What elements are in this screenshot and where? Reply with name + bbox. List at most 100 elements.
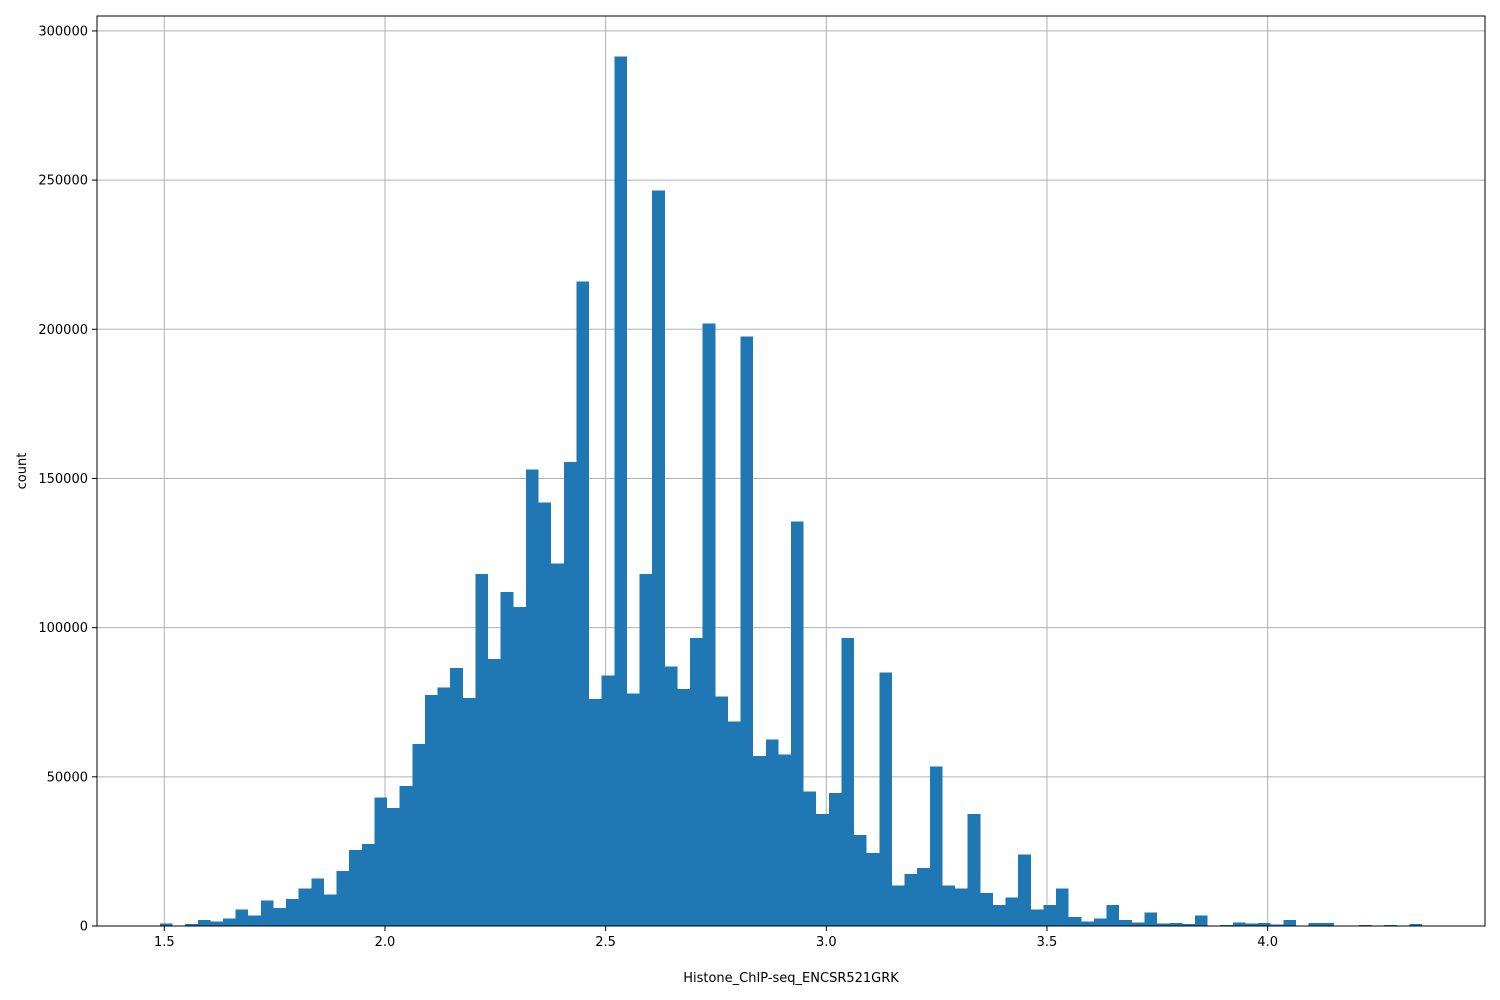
y-tick-label: 0 bbox=[80, 920, 88, 935]
y-tick-label: 150000 bbox=[38, 472, 88, 487]
x-tick-label: 2.5 bbox=[595, 935, 616, 950]
histogram-bar bbox=[286, 899, 299, 926]
histogram-bar bbox=[702, 323, 716, 926]
histogram-bar bbox=[500, 591, 514, 926]
histogram-bar bbox=[765, 739, 779, 926]
x-tick-label: 1.5 bbox=[154, 935, 175, 950]
histogram-bar bbox=[185, 924, 198, 926]
histogram-bar bbox=[538, 502, 552, 926]
y-tick-label: 50000 bbox=[47, 770, 88, 785]
histogram-bar bbox=[967, 814, 981, 926]
histogram-bar bbox=[311, 878, 324, 926]
histogram-bar bbox=[1106, 905, 1120, 926]
histogram-bar bbox=[361, 843, 375, 926]
histogram-bar bbox=[841, 638, 855, 926]
plot-frame bbox=[96, 15, 1486, 927]
histogram-bar bbox=[778, 754, 791, 926]
histogram-bar bbox=[273, 908, 287, 926]
histogram-bar bbox=[1321, 923, 1334, 926]
histogram-bar bbox=[866, 852, 880, 926]
grid-lines bbox=[97, 16, 1485, 927]
histogram-bar bbox=[1056, 888, 1069, 926]
histogram-bar bbox=[450, 667, 463, 926]
histogram-bar bbox=[992, 905, 1006, 926]
histogram-bar bbox=[1131, 922, 1145, 926]
histogram-bar bbox=[715, 696, 728, 926]
histogram-bar bbox=[475, 573, 489, 926]
histogram-bar bbox=[349, 849, 362, 926]
histogram-bar bbox=[298, 888, 312, 926]
histogram-bar bbox=[1245, 923, 1259, 926]
histogram-bar bbox=[1409, 924, 1423, 926]
histogram-bar bbox=[904, 873, 918, 926]
histogram-bar bbox=[891, 885, 905, 926]
histogram-bar bbox=[223, 918, 236, 926]
histogram-bar bbox=[235, 909, 249, 926]
histogram-bar bbox=[1308, 923, 1322, 926]
x-tick-label: 4.0 bbox=[1257, 935, 1278, 950]
x-axis-label: Histone_ChIP-seq_ENCSR521GRK bbox=[683, 971, 899, 986]
histogram-bar bbox=[462, 697, 476, 926]
histogram-bar bbox=[879, 672, 892, 926]
histogram-bar bbox=[197, 920, 211, 926]
histogram-bar bbox=[929, 766, 943, 926]
histogram-bar bbox=[1194, 915, 1208, 926]
histogram-bar bbox=[563, 462, 577, 926]
histogram-bar bbox=[955, 888, 968, 926]
histogram-bar bbox=[1144, 912, 1158, 926]
histogram-bar bbox=[727, 721, 741, 926]
x-tick-label: 3.5 bbox=[1037, 935, 1058, 950]
y-tick-label: 100000 bbox=[38, 621, 88, 636]
histogram-bar bbox=[323, 894, 337, 926]
histogram-bar bbox=[1081, 921, 1094, 926]
histogram-bar bbox=[690, 638, 703, 926]
histogram-bar bbox=[159, 923, 173, 926]
histogram-bar bbox=[664, 666, 678, 926]
histogram-bar bbox=[753, 755, 766, 926]
histogram-bar bbox=[740, 336, 754, 927]
histogram-bar bbox=[437, 687, 451, 926]
histogram-bar bbox=[614, 56, 627, 927]
histogram-bar bbox=[854, 835, 867, 926]
histogram-bar bbox=[816, 814, 829, 926]
histogram-bar bbox=[424, 694, 438, 926]
histogram-bar bbox=[551, 563, 564, 926]
histogram-bar bbox=[1005, 897, 1019, 926]
histogram-bar bbox=[260, 900, 274, 926]
histogram-bar bbox=[803, 791, 817, 926]
y-axis-ticks: 0 50000 100000 150000 200000 250000 300000 bbox=[38, 24, 97, 935]
y-tick-label: 200000 bbox=[38, 323, 88, 338]
histogram-bar bbox=[652, 190, 665, 926]
histogram-bar bbox=[1119, 920, 1132, 926]
histogram-bar bbox=[1169, 923, 1183, 926]
histogram-bar bbox=[1157, 923, 1170, 926]
histogram-bar bbox=[1182, 924, 1195, 926]
histogram-bar bbox=[374, 797, 388, 926]
histogram-bar bbox=[942, 885, 956, 926]
histogram-bar bbox=[980, 893, 993, 926]
histogram-bar bbox=[1030, 909, 1044, 926]
histogram-bars bbox=[159, 56, 1423, 927]
histogram-bar bbox=[1270, 924, 1284, 926]
histogram-bar bbox=[1232, 922, 1246, 926]
histogram-bar bbox=[525, 469, 539, 926]
histogram-bar bbox=[412, 744, 425, 926]
histogram-bar bbox=[1018, 854, 1031, 926]
histogram-bar bbox=[1068, 917, 1082, 926]
x-axis-ticks: 1.5 2.0 2.5 3.0 3.5 4.0 bbox=[154, 926, 1278, 950]
histogram-bar bbox=[677, 688, 691, 926]
histogram-bar bbox=[1043, 905, 1057, 926]
histogram-bar bbox=[210, 921, 224, 926]
y-tick-label: 250000 bbox=[38, 174, 88, 189]
histogram-bar bbox=[336, 870, 350, 926]
histogram-bar bbox=[601, 675, 615, 926]
histogram-bar bbox=[248, 915, 261, 926]
histogram-bar bbox=[576, 281, 590, 926]
histogram-bar bbox=[387, 808, 400, 926]
x-tick-label: 2.0 bbox=[375, 935, 396, 950]
histogram-bar bbox=[626, 693, 640, 926]
histogram-bar bbox=[791, 521, 804, 926]
histogram-bar bbox=[1283, 920, 1296, 926]
histogram-bar bbox=[399, 785, 413, 926]
